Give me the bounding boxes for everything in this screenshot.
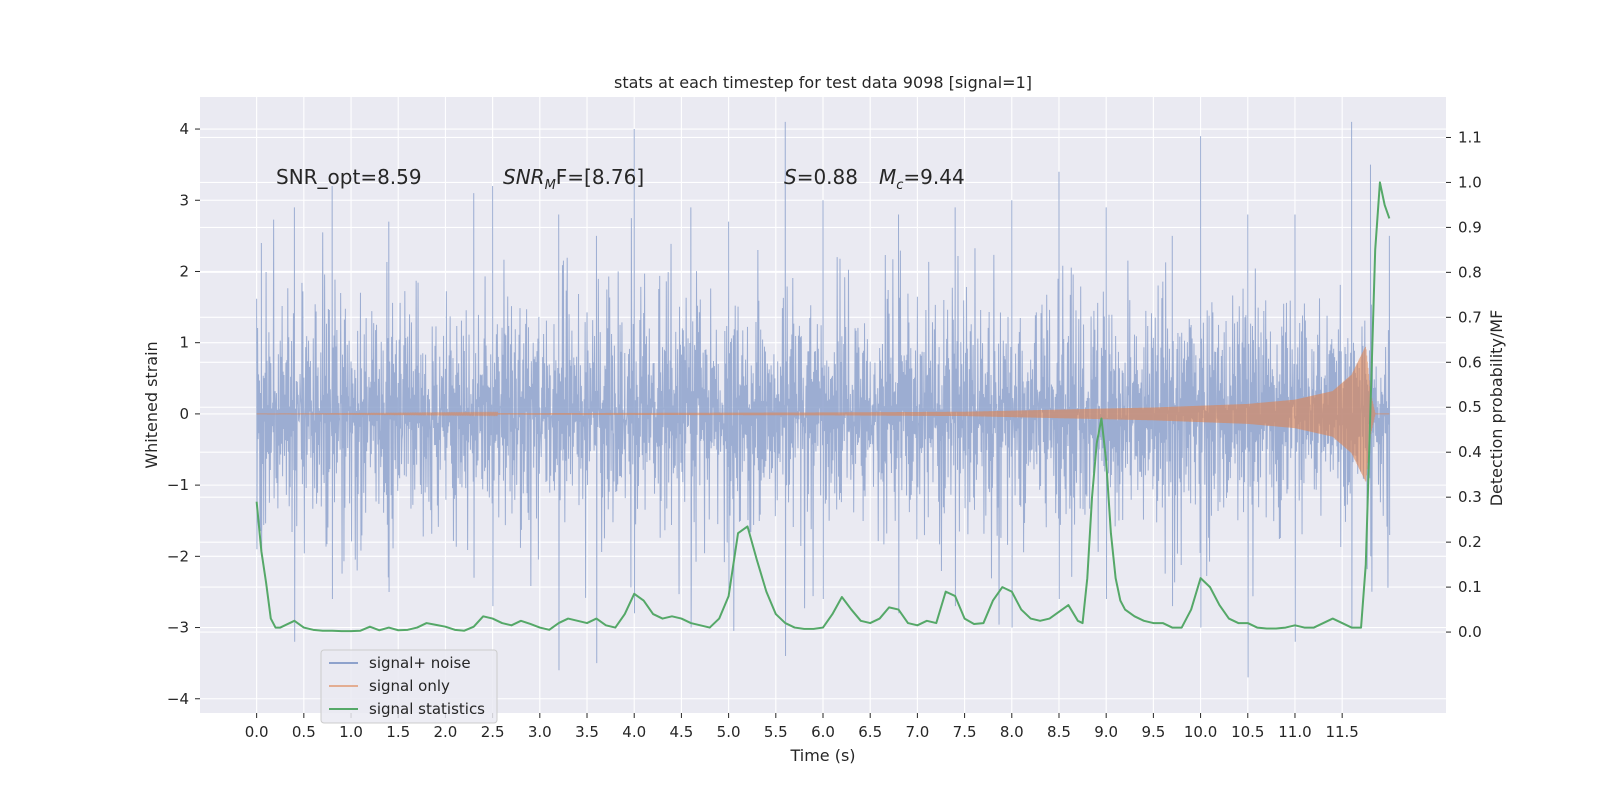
y-left-tick-label-4: 0: [179, 405, 189, 423]
series-signal-only: [256, 346, 1390, 482]
y-right-tick-label-3: 0.3: [1458, 488, 1482, 506]
annotation-s-rest: =0.88: [797, 165, 858, 189]
x-tick-label-12: 6.0: [811, 723, 835, 741]
y-right-tick-label-9: 0.9: [1458, 218, 1482, 236]
series-signal-plus-noise: [256, 121, 1391, 678]
y-left-axis-label: Whitened strain: [142, 341, 161, 468]
annotation-mc-main: M: [879, 165, 896, 189]
y-left-tick-label-2: −2: [167, 547, 189, 565]
y-left-tick-label-1: −3: [167, 619, 189, 637]
y-left-tick-label-8: 4: [179, 120, 189, 138]
annotation-snr-opt: SNR_opt=8.59: [276, 165, 422, 189]
x-tick-label-16: 8.0: [1000, 723, 1024, 741]
legend-frame: [320, 649, 498, 724]
x-tick-label-9: 4.5: [669, 723, 693, 741]
y-left-tick-label-7: 3: [179, 191, 189, 209]
y-right-tick-label-8: 0.8: [1458, 263, 1482, 281]
x-tick-label-23: 11.5: [1325, 723, 1358, 741]
y-left-tick-label-6: 2: [179, 262, 189, 280]
x-tick-label-11: 5.5: [764, 723, 788, 741]
legend-label-signal-statistics: signal statistics: [369, 700, 485, 718]
y-right-tick-label-0: 0.0: [1458, 623, 1482, 641]
y-right-tick-label-7: 0.7: [1458, 308, 1482, 326]
y-right-axis-ticks: 0.0 0.1 0.2 0.3 0.4 0.5 0.6 0.7 0.8 0.9 1.0 1.1: [1446, 128, 1482, 641]
annotation-s-main: S: [784, 165, 797, 189]
annotation-mc: Mc=9.44: [879, 165, 965, 193]
x-tick-label-4: 2.0: [433, 723, 457, 741]
x-tick-label-14: 7.0: [905, 723, 929, 741]
legend-label-signal-only: signal only: [369, 677, 450, 695]
y-right-tick-label-4: 0.4: [1458, 443, 1482, 461]
x-tick-label-17: 8.5: [1047, 723, 1071, 741]
x-tick-label-20: 10.0: [1184, 723, 1217, 741]
x-tick-label-10: 5.0: [717, 723, 741, 741]
annotation-s: S=0.88: [784, 165, 858, 189]
annotation-snr-mf-sub: M: [545, 178, 556, 193]
x-tick-label-13: 6.5: [858, 723, 882, 741]
signal-only-line: [256, 346, 1390, 482]
x-tick-label-3: 1.5: [386, 723, 410, 741]
y-right-tick-label-5: 0.5: [1458, 398, 1482, 416]
y-left-tick-label-0: −4: [167, 690, 189, 708]
annotation-snr-mf-rest: F=[8.76]: [556, 165, 644, 189]
y-right-tick-label-1: 0.1: [1458, 578, 1482, 596]
y-left-axis-ticks: −4 −3 −2 −1 0 1 2 3 4: [167, 120, 200, 708]
y-right-tick-label-10: 1.0: [1458, 173, 1482, 191]
plot-area: [200, 97, 1446, 713]
legend-label-signal-plus-noise: signal+ noise: [369, 654, 471, 672]
y-right-tick-label-6: 0.6: [1458, 353, 1482, 371]
y-right-axis-label: Detection probability/MF: [1487, 310, 1506, 507]
signal-plus-noise-line: [256, 121, 1391, 678]
x-axis-label: Time (s): [789, 746, 855, 765]
x-tick-label-1: 0.5: [292, 723, 316, 741]
legend: signal+ noise signal only signal statist…: [320, 649, 498, 724]
x-tick-label-6: 3.0: [528, 723, 552, 741]
series-signal-statistics: [255, 181, 1391, 633]
signal-statistics-line: [255, 181, 1391, 633]
y-right-tick-label-2: 0.2: [1458, 533, 1482, 551]
x-tick-label-2: 1.0: [339, 723, 363, 741]
x-tick-label-7: 3.5: [575, 723, 599, 741]
annotation-snr-mf: SNRMF=[8.76]: [503, 165, 644, 193]
x-tick-label-18: 9.0: [1094, 723, 1118, 741]
annotation-mc-sub: c: [896, 178, 903, 193]
annotation-snr-mf-main: SNR: [503, 165, 545, 189]
y-left-tick-label-5: 1: [179, 334, 189, 352]
x-tick-label-21: 10.5: [1231, 723, 1264, 741]
x-tick-label-0: 0.0: [245, 723, 269, 741]
x-tick-label-5: 2.5: [481, 723, 505, 741]
chart-title: stats at each timestep for test data 909…: [614, 73, 1032, 92]
x-tick-label-22: 11.0: [1278, 723, 1311, 741]
x-tick-label-19: 9.5: [1141, 723, 1165, 741]
y-left-tick-label-3: −1: [167, 476, 189, 494]
x-axis-ticks: 0.0 0.5 1.0 1.5 2.0 2.5 3.0 3.5 4.0 4.5 5.0 5.5 6.0 6…: [245, 713, 1359, 741]
x-tick-label-15: 7.5: [953, 723, 977, 741]
annotation-mc-rest: =9.44: [903, 165, 964, 189]
x-tick-label-8: 4.0: [622, 723, 646, 741]
y-right-tick-label-11: 1.1: [1458, 128, 1482, 146]
